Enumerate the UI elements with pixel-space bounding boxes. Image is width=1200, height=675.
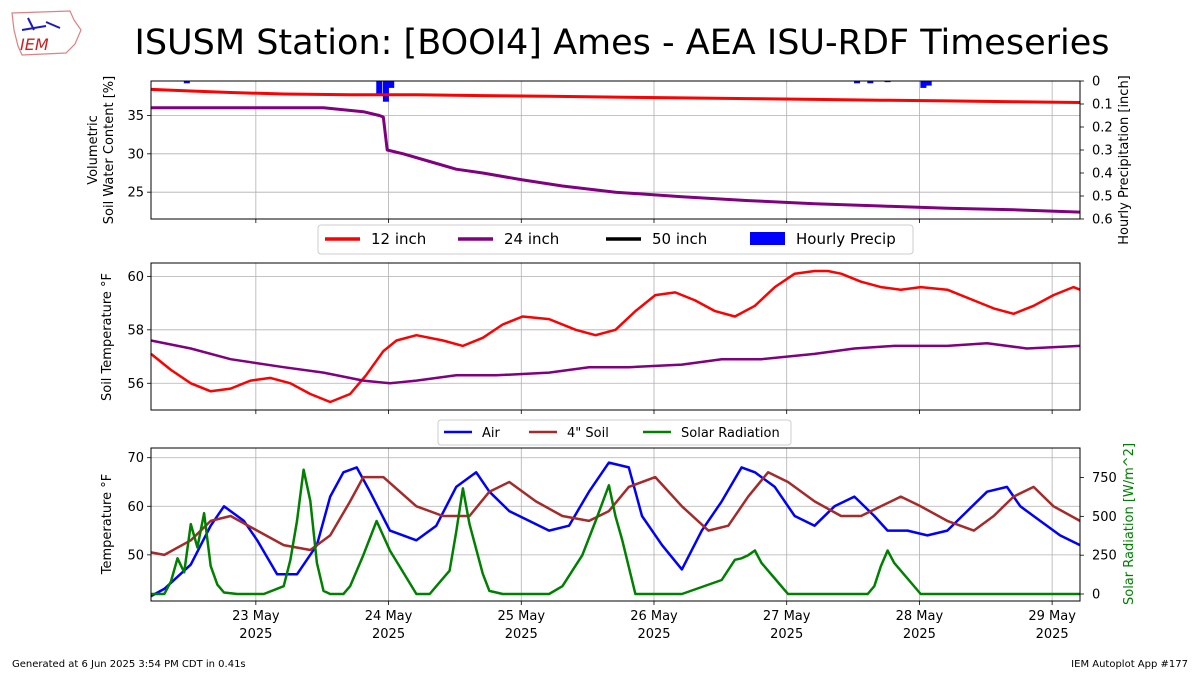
axis-label: Solar Radiation [W/m^2] [1122,443,1137,605]
x-tick-label: 25 May [497,609,545,624]
legend-swatch [750,232,785,245]
x-tick-label-year: 2025 [239,627,272,642]
y-tick-label: 60 [127,270,144,285]
x-tick-label-year: 2025 [372,627,405,642]
y2-tick-label: 0 [1092,588,1100,603]
y2-tick-label: 0.1 [1092,98,1113,113]
chart-title: ISUSM Station: [BOOI4] Ames - AEA ISU-RD… [135,23,1110,63]
series-line-4-soil [150,471,1081,557]
legend-label: 24 inch [504,230,559,248]
series-line-12-inch [150,87,1081,104]
x-tick-label-year: 2025 [903,627,936,642]
y2-tick-label: 0 [1092,75,1100,90]
y2-tick-label: 0.2 [1092,121,1113,136]
y-tick-label: 30 [127,147,144,162]
precip-bar [376,81,383,95]
y-tick-label: 56 [127,377,144,392]
legend-label: Air [482,426,501,441]
precip-bar [867,81,874,84]
x-tick-label-year: 2025 [770,627,803,642]
legend-label: 4" Soil [567,426,609,441]
footer-generated: Generated at 6 Jun 2025 3:54 PM CDT in 0… [12,659,246,670]
series-line-solar-radiation [151,468,1080,596]
y-tick-label: 50 [127,548,144,563]
legend-label: 12 inch [371,230,426,248]
precip-bar [925,81,932,86]
footer-app-id: IEM Autoplot App #177 [1071,659,1188,670]
axis-label: Soil Temperature °F [100,273,115,401]
y2-tick-label: 0.5 [1092,190,1113,205]
precip-bar [884,81,891,83]
temperature-legend: Air 4" Soil Solar Radiation [437,419,792,446]
series-line-12-inch [150,269,1081,404]
precip-bar [183,81,190,84]
x-tick-label-year: 2025 [637,627,670,642]
y2-tick-label: 250 [1092,549,1117,564]
soil-moisture-legend: 12 inch 24 inch 50 inch Hourly Precip [317,224,914,255]
x-tick-label: 23 May [232,609,280,624]
plot-frame [150,80,1081,220]
soil-temperature-panel: 56 58 60 Soil Temperature °F [100,262,1081,414]
plot-frame [150,262,1081,411]
y-tick-label: 25 [127,186,144,201]
temperature-panel: 50 60 70 0 250 500 750 23 May 2025 24 May 2025 25 M… [100,443,1137,642]
precip-bar [854,81,861,84]
x-tick-label: 27 May [763,609,811,624]
precip-bar [920,81,927,88]
iem-logo: IEM [11,10,82,56]
precip-bar [382,81,389,102]
soil-moisture-panel: 25 30 35 0 0.1 0.2 0.3 0.4 0.5 0.6 VolumetricSoil … [86,75,1132,245]
x-tick-label-year: 2025 [1036,627,1069,642]
logo-text: IEM [20,35,49,54]
legend-label: 50 inch [652,230,707,248]
y2-tick-label: 0.3 [1092,144,1113,159]
series-line-24-inch [150,339,1081,385]
logo-figure [21,17,61,31]
y-tick-label: 70 [127,451,144,466]
precip-bar [388,81,395,88]
x-tick-label: 26 May [630,609,678,624]
y2-tick-label: 0.4 [1092,167,1113,182]
legend-label: Solar Radiation [681,426,780,441]
y-tick-label: 60 [127,500,144,515]
y-tick-label: 35 [127,109,144,124]
x-tick-label: 24 May [365,609,413,624]
y2-tick-label: 750 [1092,471,1117,486]
x-tick-label: 28 May [896,609,944,624]
axis-label: Hourly Precipitation [inch] [1117,75,1132,245]
axis-label: Temperature °F [100,474,115,575]
y2-tick-label: 0.6 [1092,213,1113,228]
y2-tick-label: 500 [1092,510,1117,525]
plot-frame [150,447,1081,602]
legend-box [437,419,792,446]
series-line-24-inch [151,106,1081,214]
x-tick-label-year: 2025 [505,627,538,642]
y-tick-label: 58 [127,323,144,338]
series-line-air [150,461,1081,598]
axis-label: VolumetricSoil Water Content [%] [86,76,117,224]
x-tick-label: 29 May [1028,609,1076,624]
legend-label: Hourly Precip [796,230,896,248]
